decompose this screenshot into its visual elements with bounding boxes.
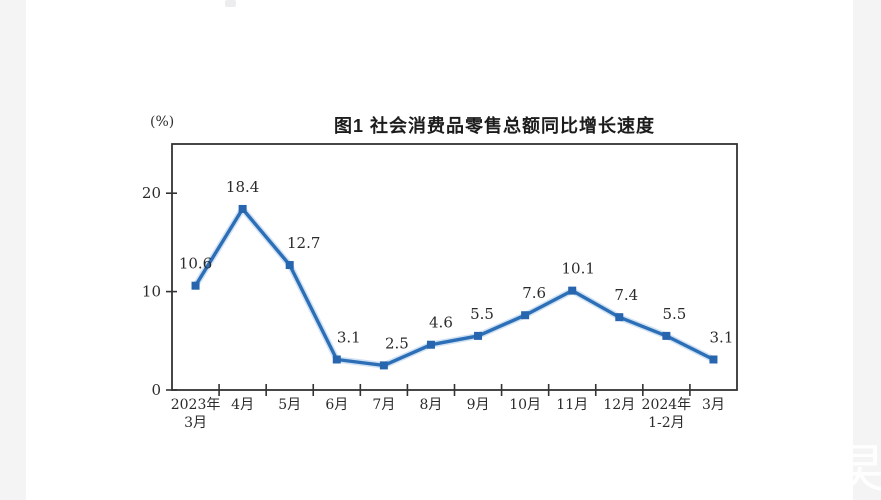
x-category-label: 2023年 <box>171 397 221 413</box>
top-edge-smudge <box>225 0 236 7</box>
x-category-label: 7月 <box>372 397 395 413</box>
x-category-label: 5月 <box>278 397 301 413</box>
y-tick-label: 20 <box>142 184 161 202</box>
data-point-marker <box>474 331 483 340</box>
data-point-label: 5.5 <box>662 305 686 323</box>
data-point-marker <box>568 286 577 295</box>
x-category-label: 3月 <box>702 397 725 413</box>
series-line <box>193 207 716 368</box>
data-point-marker <box>191 281 200 290</box>
x-category-label: 9月 <box>467 397 490 413</box>
data-point-marker <box>521 311 530 320</box>
x-category-label: 3月 <box>184 415 207 431</box>
data-point-label: 12.7 <box>287 234 320 252</box>
data-point-marker <box>285 261 294 270</box>
data-point-marker <box>709 355 718 364</box>
data-point-label: 3.1 <box>710 328 734 346</box>
data-point-label: 2.5 <box>385 334 409 352</box>
data-point-label: 3.1 <box>337 328 361 346</box>
x-category-label: 6月 <box>325 397 348 413</box>
right-gutter <box>853 0 881 500</box>
chart-title: 图1 社会消费品零售总额同比增长速度 <box>333 116 655 136</box>
x-category-label: 1-2月 <box>648 415 685 431</box>
data-point-marker <box>615 313 624 322</box>
x-category-label: 12月 <box>603 397 635 413</box>
y-tick-label: 0 <box>151 381 161 399</box>
x-category-label: 11月 <box>556 397 588 413</box>
data-point-label: 10.1 <box>562 260 595 278</box>
data-point-marker <box>426 340 435 349</box>
data-point-label: 18.4 <box>226 178 259 196</box>
left-gutter <box>0 0 26 500</box>
y-tick-label: 10 <box>142 283 161 301</box>
y-axis-unit-label: (%) <box>150 114 175 130</box>
x-category-label: 4月 <box>231 397 254 413</box>
data-point-marker <box>238 204 247 213</box>
data-point-marker <box>332 355 341 364</box>
data-point-label: 10.6 <box>179 255 212 273</box>
data-point-label: 7.4 <box>614 286 638 304</box>
data-point-label: 7.6 <box>522 284 546 302</box>
data-point-marker <box>379 361 388 370</box>
x-category-label: 10月 <box>509 397 541 413</box>
x-category-label: 2024年 <box>642 397 692 413</box>
x-category-label: 8月 <box>419 397 442 413</box>
data-point-marker <box>662 331 671 340</box>
data-point-label: 5.5 <box>470 305 494 323</box>
data-point-label: 4.6 <box>429 314 453 332</box>
